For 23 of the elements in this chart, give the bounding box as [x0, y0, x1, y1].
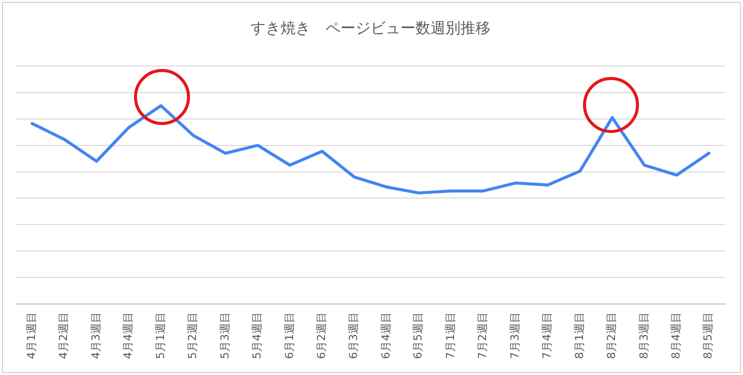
- x-tick-label: 5月3週目: [218, 312, 232, 360]
- x-tick-label: 5月1週目: [154, 312, 167, 360]
- x-tick-label: 6月4週目: [379, 312, 392, 360]
- x-tick-label: 6月2週目: [315, 312, 328, 360]
- x-tick-label: 8月1週目: [572, 312, 586, 360]
- x-tick-label: 6月5週目: [412, 312, 425, 360]
- x-tick-label: 7月4週目: [540, 312, 554, 360]
- x-tick-label: 4月3週目: [89, 312, 102, 360]
- x-tick-label: 6月3週目: [347, 312, 360, 360]
- chart-title: すき焼き ページビュー数週別推移: [250, 18, 490, 37]
- x-tick-label: 5月2週目: [186, 312, 200, 360]
- x-tick-label: 4月1週目: [24, 312, 38, 360]
- x-tick-label: 7月1週目: [444, 312, 457, 360]
- x-tick-label: 6月1週目: [282, 312, 296, 360]
- x-tick-label: 7月2週目: [476, 312, 490, 360]
- x-tick-label: 4月2週目: [57, 312, 70, 360]
- x-tick-label: 5月4週目: [250, 312, 264, 360]
- x-tick-label: 7月3週目: [508, 312, 522, 360]
- x-tick-label: 8月4週目: [670, 312, 683, 360]
- x-tick-label: 8月3週目: [637, 312, 650, 360]
- x-tick-label: 8月2週目: [605, 312, 618, 360]
- x-tick-label: 8月5週目: [702, 312, 715, 360]
- x-tick-label: 4月4週目: [122, 312, 135, 360]
